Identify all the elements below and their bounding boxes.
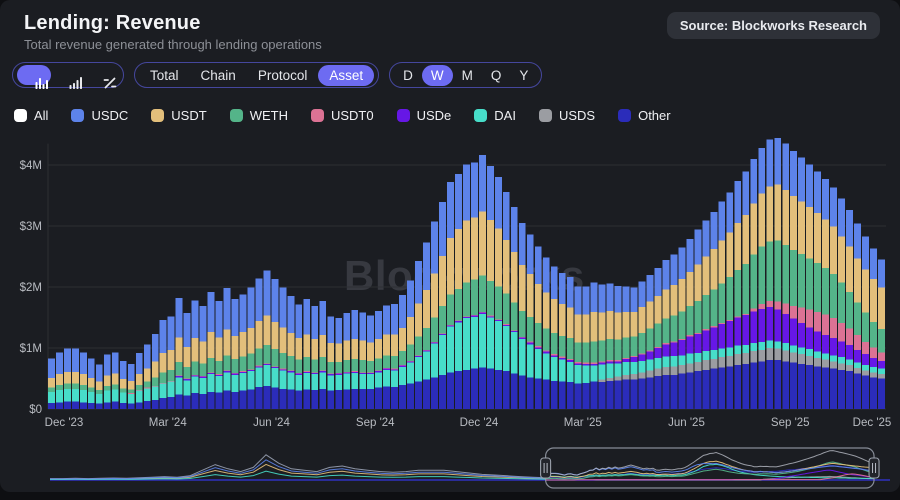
legend-swatch-usdt0 xyxy=(310,109,324,122)
legend-swatch-other xyxy=(618,109,632,122)
period-tab-w[interactable]: W xyxy=(421,64,453,86)
period-tab-group: D W M Q Y xyxy=(389,62,543,88)
tab-protocol[interactable]: Protocol xyxy=(257,67,308,83)
legend: All USDC USDT WETH USDT0 USDe DAI USDS O… xyxy=(14,108,671,123)
legend-swatch-usdc xyxy=(71,109,85,122)
legend-swatch-usde xyxy=(396,109,410,122)
legend-item-usdt0[interactable]: USDT0 xyxy=(310,108,374,123)
legend-item-usdt[interactable]: USDT xyxy=(151,108,207,123)
legend-item-usdc[interactable]: USDC xyxy=(71,108,128,123)
timeline-navigator[interactable] xyxy=(0,442,900,494)
tab-chain[interactable]: Chain xyxy=(200,67,236,83)
legend-swatch-all xyxy=(14,109,27,122)
period-tab-y[interactable]: Y xyxy=(519,67,529,83)
svg-text:Sep '25: Sep '25 xyxy=(771,417,810,429)
svg-text:Jun '25: Jun '25 xyxy=(668,417,705,429)
brush-handle xyxy=(868,457,880,479)
legend-swatch-dai xyxy=(474,109,488,122)
svg-text:Dec '25: Dec '25 xyxy=(853,417,892,429)
svg-text:Jun '24: Jun '24 xyxy=(253,417,290,429)
svg-text:$0: $0 xyxy=(29,404,42,416)
legend-item-usde[interactable]: USDe xyxy=(396,108,451,123)
chart-type-percent-button[interactable] xyxy=(85,65,119,89)
period-tab-d[interactable]: D xyxy=(403,67,413,83)
breakdown-tab-group: Total Chain Protocol Asset xyxy=(134,62,380,88)
source-badge: Source: Blockworks Research xyxy=(666,12,880,39)
legend-swatch-usdt xyxy=(151,109,165,122)
legend-item-other[interactable]: Other xyxy=(618,108,671,123)
chart-type-group xyxy=(12,62,124,89)
svg-text:Dec '24: Dec '24 xyxy=(460,417,499,429)
period-tab-m[interactable]: M xyxy=(461,67,473,83)
page-title: Lending: Revenue xyxy=(24,12,201,34)
legend-swatch-usds xyxy=(538,109,552,122)
svg-text:$4M: $4M xyxy=(20,160,42,172)
legend-item-all[interactable]: All xyxy=(14,108,48,123)
revenue-stacked-bar-chart[interactable]: $0 $1M $2M $3M $4M Dec '23 Mar '24 Jun '24 Sep '… xyxy=(0,138,900,438)
svg-text:Mar '25: Mar '25 xyxy=(564,417,602,429)
svg-text:$2M: $2M xyxy=(20,282,42,294)
brush-handle xyxy=(540,457,552,479)
page-subtitle: Total revenue generated through lending … xyxy=(24,37,322,52)
chart-type-grouped-bars-button[interactable] xyxy=(17,65,51,89)
svg-text:Mar '24: Mar '24 xyxy=(149,417,188,429)
chart-type-ascending-bars-button[interactable] xyxy=(51,65,85,89)
svg-text:Sep '24: Sep '24 xyxy=(356,417,395,429)
toolbar: Total Chain Protocol Asset D W M Q Y xyxy=(12,62,543,89)
legend-item-dai[interactable]: DAI xyxy=(474,108,516,123)
svg-text:Dec '23: Dec '23 xyxy=(45,417,84,429)
tab-total[interactable]: Total xyxy=(150,67,179,83)
legend-swatch-weth xyxy=(229,109,243,122)
legend-item-usds[interactable]: USDS xyxy=(538,108,595,123)
legend-item-weth[interactable]: WETH xyxy=(229,108,288,123)
period-tab-q[interactable]: Q xyxy=(490,67,502,83)
svg-text:$1M: $1M xyxy=(20,343,42,355)
tab-asset[interactable]: Asset xyxy=(318,64,375,86)
svg-text:$3M: $3M xyxy=(20,221,42,233)
